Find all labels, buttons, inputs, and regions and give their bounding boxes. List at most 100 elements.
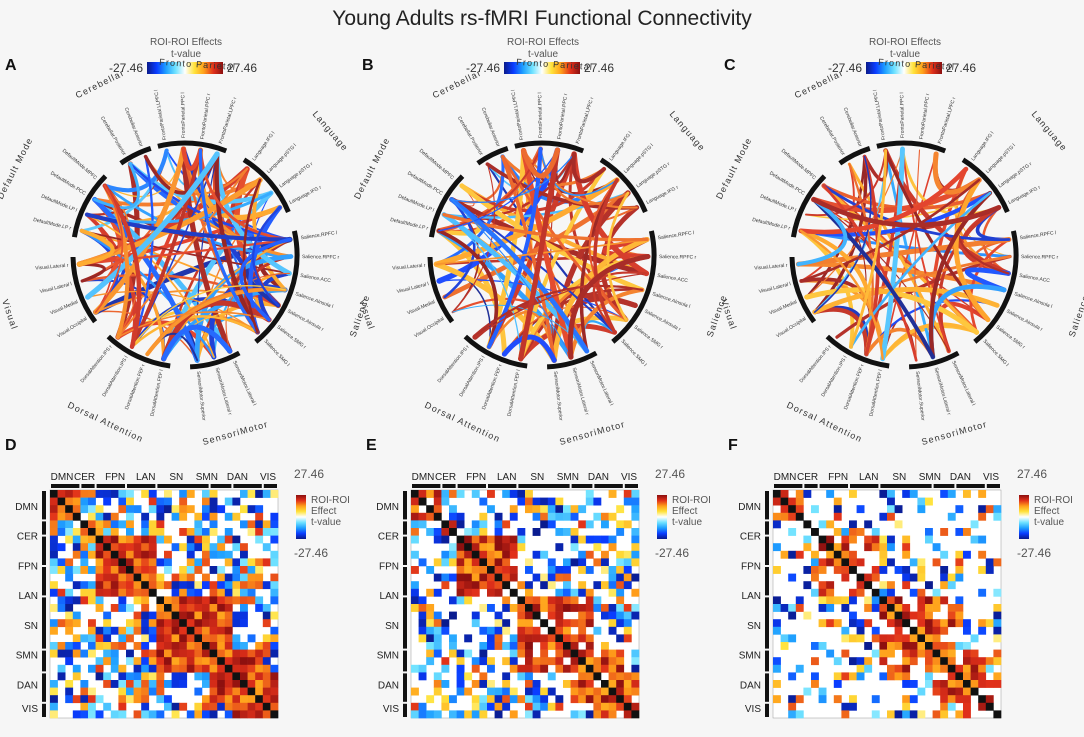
matrix-cell [186,642,195,650]
matrix-cell [95,512,104,521]
matrix-cell [418,634,427,643]
connection-chord [474,284,644,339]
side-block-bar [403,673,407,702]
roi-label: SensoriMotor.Superior [914,371,926,421]
matrix-cell [72,497,81,506]
matrix-cell [270,672,279,681]
matrix-cell [601,710,609,719]
matrix-cell [502,535,511,544]
matrix-cell [247,672,256,681]
matrix-cell [540,634,549,643]
matrix-cell [418,604,427,612]
matrix-cell [179,596,188,605]
matrix-cell [547,634,556,643]
matrix-cell [902,634,911,643]
matrix-cell [456,490,465,498]
network-label: Dorsal Attention [66,400,145,445]
matrix-cell [570,687,579,696]
matrix-cell [65,611,74,620]
matrix-cell [456,710,465,719]
matrix-cell [509,664,518,673]
matrix-cell [50,497,58,506]
matrix-cell [849,596,857,605]
matrix-cell [509,710,518,719]
matrix-cell [509,634,518,643]
matrix-cell [487,702,495,711]
matrix-cell [578,520,587,529]
matrix-cell [902,695,911,704]
matrix-cell [262,710,271,719]
matrix-cell [202,619,210,628]
matrix-cell [570,710,579,719]
roi-label: DefaultMode.MPFC [418,148,455,181]
matrix-cell [88,695,96,704]
connection-chord [539,148,618,196]
matrix-cell [118,710,127,719]
matrix-cell [616,558,625,567]
matrix-cell [803,581,812,590]
matrix-cell [411,490,419,498]
matrix-cell [209,657,218,666]
matrix-cell [970,680,979,688]
matrix-cell [411,588,419,597]
connection-chord [795,237,1012,267]
matrix-cell [217,505,226,514]
matrix-cell [186,588,195,597]
matrix-cell [209,702,218,711]
matrix-cell [126,512,134,521]
matrix-cell [126,566,134,574]
matrix-cell [72,490,81,498]
matrix-cell [841,528,850,536]
top-block-bar [442,484,456,488]
matrix-cell [65,642,74,650]
matrix-cell [148,588,157,597]
matrix-cell [788,634,797,643]
matrix-cell [202,490,210,498]
matrix-cell [95,634,104,643]
matrix-cell [433,528,442,536]
matrix-cell [963,626,971,635]
matrix-cell [110,573,119,582]
matrix-cell [95,550,104,559]
matrix-cell [894,566,903,574]
matrix-cell [917,505,926,514]
matrix-cell [585,566,594,574]
matrix-cell [57,497,66,506]
matrix-cell [148,634,157,643]
matrix-cell [773,626,781,635]
matrix-cell [418,619,427,628]
matrix-cell [623,626,632,635]
matrix-cell [80,543,89,552]
matrix-cell [818,687,827,696]
connection-chord [474,272,647,338]
matrix-cell [456,664,465,673]
matrix-cell [209,664,218,673]
matrix-cell [80,680,89,688]
matrix-cell [171,588,180,597]
matrix-cell [118,581,127,590]
matrix-cell [255,680,264,688]
network-arc [254,230,300,344]
matrix-cell [164,702,172,711]
matrix-cell [517,695,526,704]
matrix-cell [993,619,1002,628]
roi-label: DefaultMode.LP r [751,217,790,232]
matrix-cell [171,604,180,612]
matrix-cell [788,710,797,719]
matrix-cell [909,558,918,567]
matrix-cell [103,543,112,552]
side-axis-label: CER [17,532,38,543]
matrix-cell [110,664,119,673]
matrix-cell [171,710,180,719]
matrix-cell [940,581,949,590]
matrix-cell [141,573,150,582]
matrix-cell [963,680,971,688]
matrix-cell [209,512,218,521]
matrix-cell [110,604,119,612]
matrix-cell [456,687,465,696]
matrix-cell [841,558,850,567]
matrix-cell [833,619,842,628]
matrix-cells [50,490,279,719]
matrix-cell [547,512,556,521]
matrix-cell [232,596,241,605]
